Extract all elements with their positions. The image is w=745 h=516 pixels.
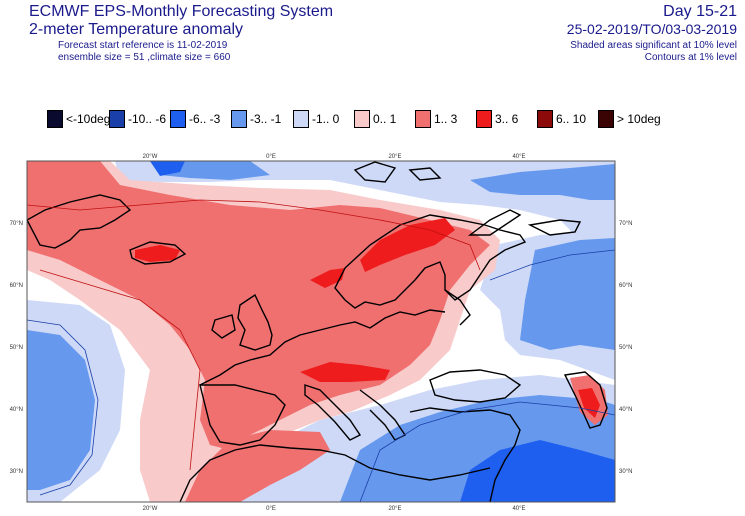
- anomaly-dark-blue-north: [150, 161, 185, 176]
- legend-swatch: [415, 110, 431, 128]
- axis-tick-label: 0°E: [266, 154, 276, 160]
- axis-tick-label: 40°E: [512, 154, 525, 160]
- axis-tick-label: 20°W: [143, 506, 158, 512]
- anomaly-bright-red-iceland: [135, 245, 180, 262]
- legend-label: 3.. 6: [495, 112, 519, 126]
- legend-item: -10.. -6: [109, 110, 166, 128]
- legend-label: 0.. 1: [373, 112, 397, 126]
- axis-tick-label: 40°N: [619, 407, 632, 413]
- significance-contours: [27, 199, 615, 502]
- axis-tick-label: 20°E: [388, 154, 401, 160]
- legend-item: 0.. 1: [354, 110, 396, 128]
- axis-tick-label: 60°N: [10, 283, 23, 289]
- legend-item: 1.. 3: [415, 110, 457, 128]
- axis-tick-label: 20°E: [388, 506, 401, 512]
- anomaly-blue-atlantic: [27, 330, 95, 490]
- legend-item: 6.. 10: [537, 110, 586, 128]
- legend-label: 6.. 10: [556, 112, 587, 126]
- legend-label: -3.. -1: [250, 112, 282, 126]
- legend-swatch: [293, 110, 309, 128]
- forecast-day-range: Day 15-21: [663, 3, 737, 20]
- anomaly-blue-barents: [470, 164, 615, 200]
- anomaly-bright-red-scandinavia-2: [310, 268, 345, 288]
- legend-label: 1.. 3: [434, 112, 458, 126]
- coastlines: [27, 161, 608, 502]
- axis-tick-label: 30°N: [619, 469, 632, 475]
- legend-swatch: [109, 110, 125, 128]
- legend-item: -1.. 0: [293, 110, 339, 128]
- legend-swatch: [47, 110, 63, 128]
- anomaly-bright-red-scandinavia: [360, 218, 455, 272]
- legend-swatch: [537, 110, 553, 128]
- legend-item: -6.. -3: [170, 110, 220, 128]
- legend-swatch: [170, 110, 186, 128]
- legend-swatch: [231, 110, 247, 128]
- axis-tick-label: 0°E: [266, 506, 276, 512]
- axis-tick-label: 40°E: [512, 506, 525, 512]
- legend-label: -10.. -6: [128, 112, 167, 126]
- anomaly-dark-blue-south: [460, 440, 615, 502]
- chart-subtitle: 2-meter Temperature anomaly: [29, 21, 244, 38]
- axis-tick-label: 60°N: [619, 283, 632, 289]
- anomaly-blue-east: [520, 238, 615, 350]
- legend-label: -1.. 0: [312, 112, 340, 126]
- lon-labels-bottom: 20°W 0°E 20°E 40°E: [143, 506, 526, 512]
- lat-labels-left: 70°N 60°N 50°N 40°N 30°N: [10, 221, 23, 475]
- legend-swatch: [476, 110, 492, 128]
- legend-item: > 10deg: [598, 110, 661, 128]
- legend-label: <-10deg: [66, 112, 111, 126]
- axis-tick-label: 50°N: [619, 345, 632, 351]
- legend-swatch: [598, 110, 614, 128]
- axis-tick-label: 20°W: [143, 154, 158, 160]
- axis-tick-label: 40°N: [10, 407, 23, 413]
- legend-item: -3.. -1: [231, 110, 281, 128]
- temperature-anomaly-map: 20°W 0°E 20°E 40°E 20°W 0°E 20°E 40°E 70°N 60°N…: [10, 154, 633, 512]
- legend-item: 3.. 6: [476, 110, 518, 128]
- ensemble-size: ensemble size = 51 ,climate size = 660: [58, 52, 231, 63]
- lat-labels-right: 70°N 60°N 50°N 40°N 30°N: [619, 221, 632, 475]
- shading-note: Shaded areas significant at 10% level: [570, 40, 737, 51]
- axis-tick-label: 70°N: [619, 221, 632, 227]
- anomaly-bright-red-alps: [300, 362, 390, 382]
- legend-item: <-10deg: [47, 110, 110, 128]
- color-legend: <-10deg -10.. -6 -6.. -3 -3.. -1 -1.. 0 0.. 1…: [47, 110, 687, 130]
- forecast-start-reference: Forecast start reference is 11-02-2019: [58, 40, 228, 51]
- contour-note: Contours at 1% level: [644, 52, 737, 63]
- forecast-date-range: 25-02-2019/TO/03-03-2019: [566, 21, 737, 37]
- legend-label: > 10deg: [617, 112, 661, 126]
- axis-tick-label: 50°N: [10, 345, 23, 351]
- axis-tick-label: 30°N: [10, 469, 23, 475]
- lon-labels-top: 20°W 0°E 20°E 40°E: [143, 154, 526, 160]
- axis-tick-label: 70°N: [10, 221, 23, 227]
- legend-swatch: [354, 110, 370, 128]
- legend-label: -6.. -3: [189, 112, 221, 126]
- map-frame: [26, 160, 616, 503]
- map-layers: [27, 161, 615, 502]
- chart-title: ECMWF EPS-Monthly Forecasting System: [29, 3, 334, 20]
